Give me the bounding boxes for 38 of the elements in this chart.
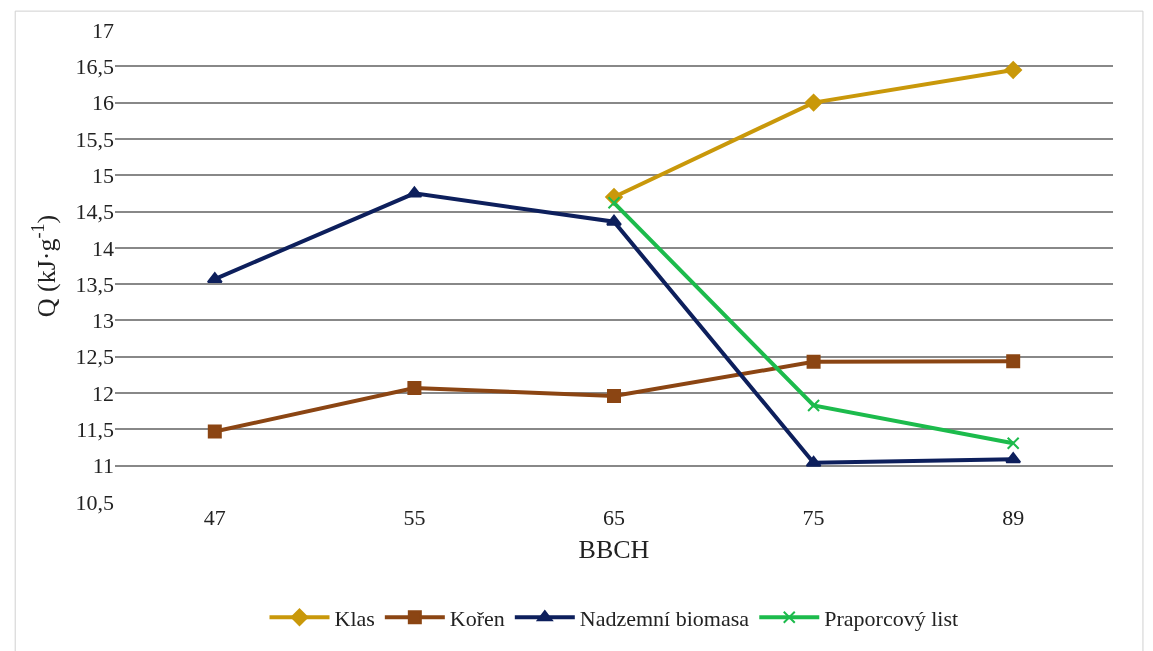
y-tick-label: 14,5 xyxy=(75,199,114,225)
y-tick-label: 13 xyxy=(92,308,114,334)
y-tick-label: 11 xyxy=(92,453,114,479)
point xyxy=(607,388,621,403)
point xyxy=(805,455,822,467)
point xyxy=(1005,452,1022,464)
point xyxy=(206,272,223,284)
legend-label: Praporcový list xyxy=(824,605,959,631)
y-tick-label: 12 xyxy=(92,380,114,406)
y-tick-label: 15,5 xyxy=(75,126,114,152)
y-tick-label: 16,5 xyxy=(75,54,114,80)
y-tick-label: 11,5 xyxy=(76,417,114,443)
point xyxy=(406,186,423,198)
y-tick-label: 14 xyxy=(92,235,114,261)
point xyxy=(806,354,821,369)
x-tick-label: 65 xyxy=(603,505,625,530)
x-tick-label: 89 xyxy=(1002,505,1025,530)
point xyxy=(407,380,422,395)
point xyxy=(1004,61,1022,79)
legend-label: Nadzemní biomasa xyxy=(579,605,750,631)
point xyxy=(606,214,622,226)
point xyxy=(807,398,821,412)
x-tick-label: 75 xyxy=(802,505,825,530)
y-tick-label: 13,5 xyxy=(75,271,114,297)
x-tick-label: 47 xyxy=(203,505,226,530)
y-tick-label: 12,5 xyxy=(75,344,114,370)
x-axis-title: BBCH xyxy=(578,534,650,564)
x-tick-label: 55 xyxy=(403,505,426,530)
y-tick-label: 10,5 xyxy=(75,489,114,515)
point xyxy=(207,424,222,439)
y-tick-label: 16 xyxy=(92,90,114,116)
y-tick-label: 15 xyxy=(92,162,114,188)
legend-label: Kořen xyxy=(449,605,505,631)
legend-label: Klas xyxy=(334,605,375,631)
point xyxy=(1006,354,1021,369)
point xyxy=(804,93,823,112)
point xyxy=(1006,436,1020,450)
y-tick-label: 17 xyxy=(92,17,114,43)
